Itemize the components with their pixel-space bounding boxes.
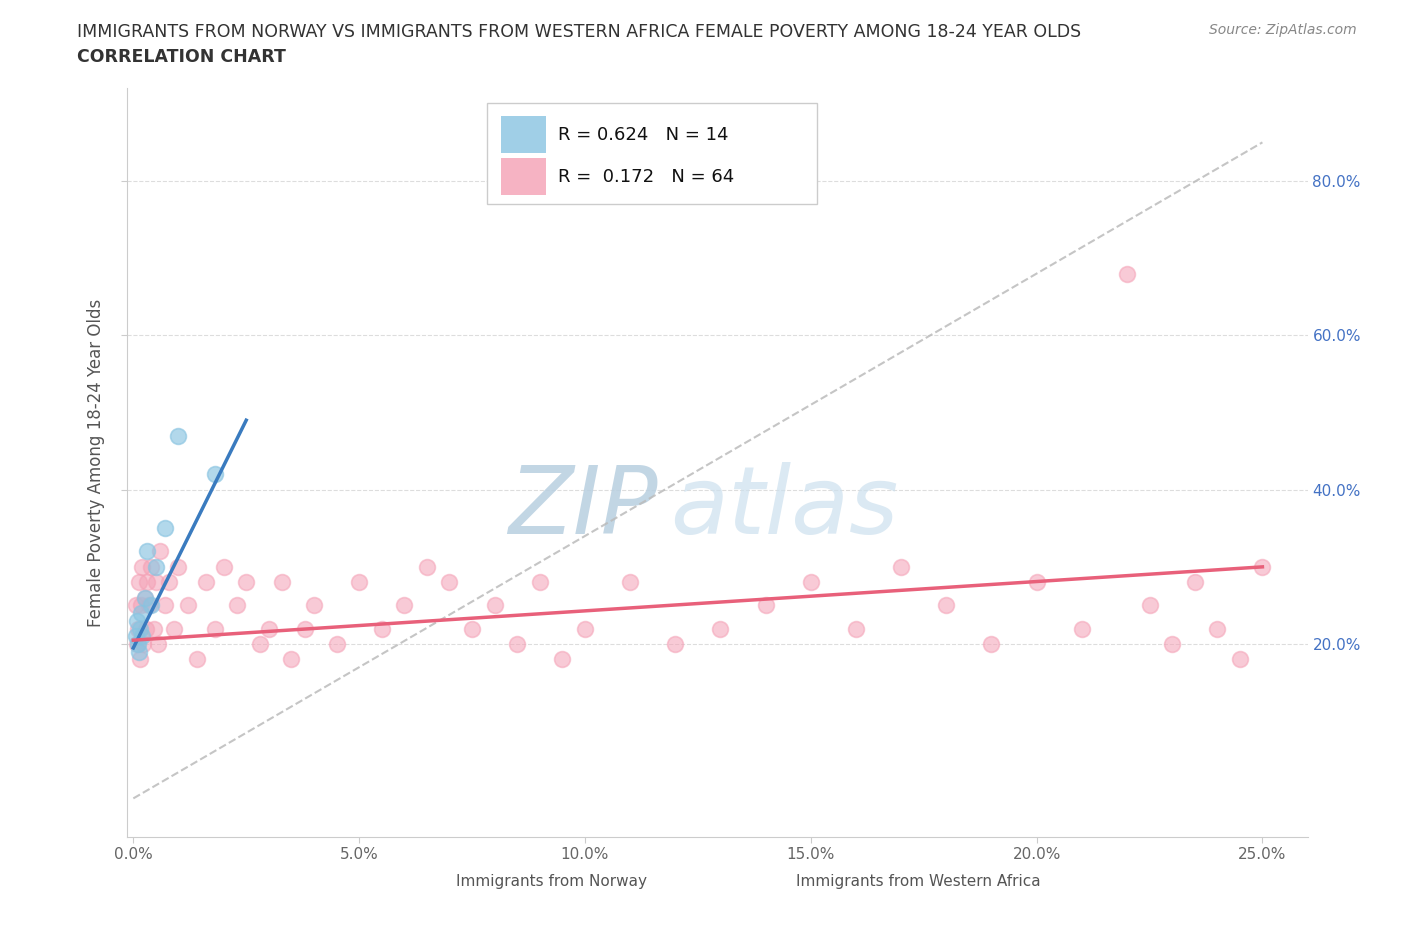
Point (664, 637, 686, 652)
Text: CORRELATION CHART: CORRELATION CHART (77, 48, 287, 66)
Point (145, 560, 167, 575)
Point (1229, 652, 1251, 667)
FancyBboxPatch shape (486, 103, 817, 205)
Text: R =  0.172   N = 64: R = 0.172 N = 64 (558, 167, 734, 186)
Point (980, 637, 1002, 652)
Point (935, 598, 957, 613)
Point (1025, 575, 1047, 590)
Point (1070, 621, 1092, 636)
Point (142, 621, 165, 636)
Point (394, 598, 416, 613)
Point (153, 598, 176, 613)
Point (1116, 266, 1139, 281)
Point (159, 575, 181, 590)
Point (127, 621, 149, 636)
Point (125, 614, 148, 629)
Point (124, 598, 146, 613)
Point (129, 621, 152, 636)
Point (235, 575, 257, 590)
Point (124, 629, 146, 644)
Point (890, 560, 912, 575)
Point (125, 637, 148, 652)
Point (141, 560, 163, 575)
Point (574, 621, 596, 636)
Point (204, 621, 226, 636)
Point (461, 621, 484, 636)
Y-axis label: Female Poverty Among 18-24 Year Olds: Female Poverty Among 18-24 Year Olds (87, 299, 105, 627)
Point (845, 621, 868, 636)
Point (755, 598, 778, 613)
Text: Immigrants from Norway: Immigrants from Norway (456, 874, 647, 889)
Point (1251, 560, 1274, 575)
Point (1161, 637, 1184, 652)
Point (128, 575, 150, 590)
Point (132, 637, 155, 652)
Point (800, 575, 823, 590)
Point (146, 637, 169, 652)
Point (529, 575, 551, 590)
Point (149, 544, 172, 559)
Text: Source: ZipAtlas.com: Source: ZipAtlas.com (1209, 23, 1357, 37)
Point (127, 637, 149, 652)
Point (129, 652, 152, 667)
Point (131, 560, 153, 575)
Point (194, 575, 217, 590)
Point (167, 560, 190, 575)
Point (302, 598, 325, 613)
Point (145, 575, 167, 590)
Point (131, 598, 153, 613)
Point (141, 598, 163, 613)
Point (186, 652, 208, 667)
Point (138, 598, 160, 613)
Point (271, 575, 294, 590)
Point (226, 598, 249, 613)
Text: Immigrants from Western Africa: Immigrants from Western Africa (796, 874, 1040, 889)
Point (619, 575, 641, 590)
Point (176, 598, 198, 613)
Text: IMMIGRANTS FROM NORWAY VS IMMIGRANTS FROM WESTERN AFRICA FEMALE POVERTY AMONG 18: IMMIGRANTS FROM NORWAY VS IMMIGRANTS FRO… (77, 23, 1081, 41)
Point (131, 629, 153, 644)
Point (135, 621, 157, 636)
Point (551, 652, 574, 667)
Point (484, 598, 506, 613)
Point (131, 605, 153, 620)
Point (347, 575, 370, 590)
Point (212, 560, 235, 575)
Point (153, 521, 176, 536)
Point (135, 544, 157, 559)
Point (134, 591, 156, 605)
Point (1206, 621, 1229, 636)
Point (709, 621, 731, 636)
Text: ZIP: ZIP (509, 462, 658, 553)
Point (506, 637, 529, 652)
Point (249, 637, 271, 652)
Text: R = 0.624   N = 14: R = 0.624 N = 14 (558, 126, 728, 144)
Point (416, 560, 439, 575)
Point (204, 467, 226, 482)
FancyBboxPatch shape (501, 158, 546, 195)
Point (167, 428, 190, 443)
Point (163, 621, 186, 636)
Text: atlas: atlas (669, 462, 898, 553)
Point (135, 575, 157, 590)
Point (294, 621, 316, 636)
Point (325, 637, 347, 652)
FancyBboxPatch shape (501, 116, 546, 153)
Point (439, 575, 461, 590)
Point (1184, 575, 1206, 590)
Point (1139, 598, 1161, 613)
Point (370, 621, 392, 636)
Point (128, 644, 150, 659)
Point (134, 591, 156, 605)
Point (280, 652, 302, 667)
Point (257, 621, 280, 636)
